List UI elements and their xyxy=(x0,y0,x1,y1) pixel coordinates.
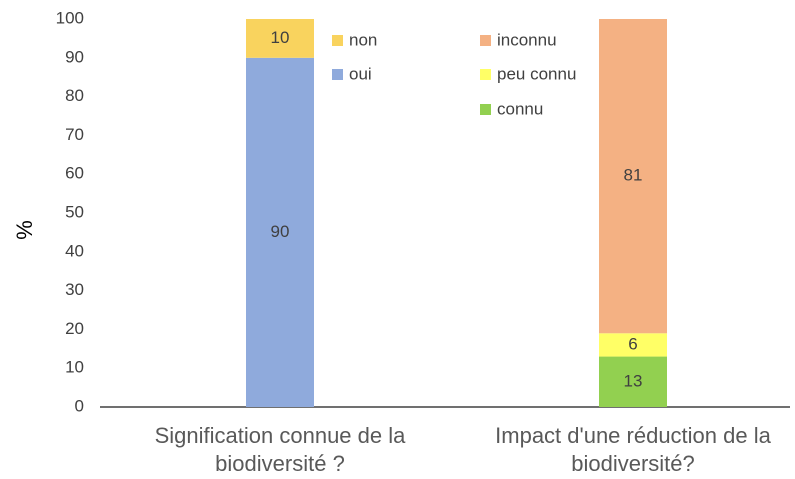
y-tick-label: 10 xyxy=(65,358,84,377)
legend-swatch xyxy=(332,35,343,46)
legend-label: non xyxy=(349,30,377,49)
legend-label: oui xyxy=(349,64,372,83)
y-tick-label: 90 xyxy=(65,47,84,66)
legend-swatch xyxy=(332,69,343,80)
y-axis-label: % xyxy=(12,220,37,240)
y-tick-label: 50 xyxy=(65,202,84,221)
legend-label: peu connu xyxy=(497,64,576,83)
y-tick-label: 70 xyxy=(65,125,84,144)
bar-segment xyxy=(599,19,667,334)
data-label: 10 xyxy=(271,28,290,47)
y-tick-label: 0 xyxy=(75,396,84,415)
y-tick-label: 20 xyxy=(65,319,84,338)
data-label: 13 xyxy=(624,371,643,390)
legend-label: connu xyxy=(497,99,543,118)
y-tick-label: 40 xyxy=(65,241,84,260)
x-tick-label: Signification connue de la biodiversité … xyxy=(154,423,406,476)
data-label: 90 xyxy=(271,222,290,241)
data-label: 81 xyxy=(624,166,643,185)
bar-segment xyxy=(599,356,667,407)
bar-segment xyxy=(246,57,314,408)
y-tick-label: 80 xyxy=(65,86,84,105)
x-tick-label: Impact d'une réduction de la biodiversit… xyxy=(495,423,771,476)
legend-swatch xyxy=(480,35,491,46)
y-tick-label: 100 xyxy=(56,8,84,27)
bar-segment xyxy=(246,19,314,58)
data-label: 6 xyxy=(628,334,637,353)
legend-label: inconnu xyxy=(497,30,557,49)
y-tick-label: 30 xyxy=(65,280,84,299)
legend-swatch xyxy=(480,104,491,115)
legend-swatch xyxy=(480,69,491,80)
y-tick-label: 60 xyxy=(65,164,84,183)
bar-segment xyxy=(599,333,667,357)
